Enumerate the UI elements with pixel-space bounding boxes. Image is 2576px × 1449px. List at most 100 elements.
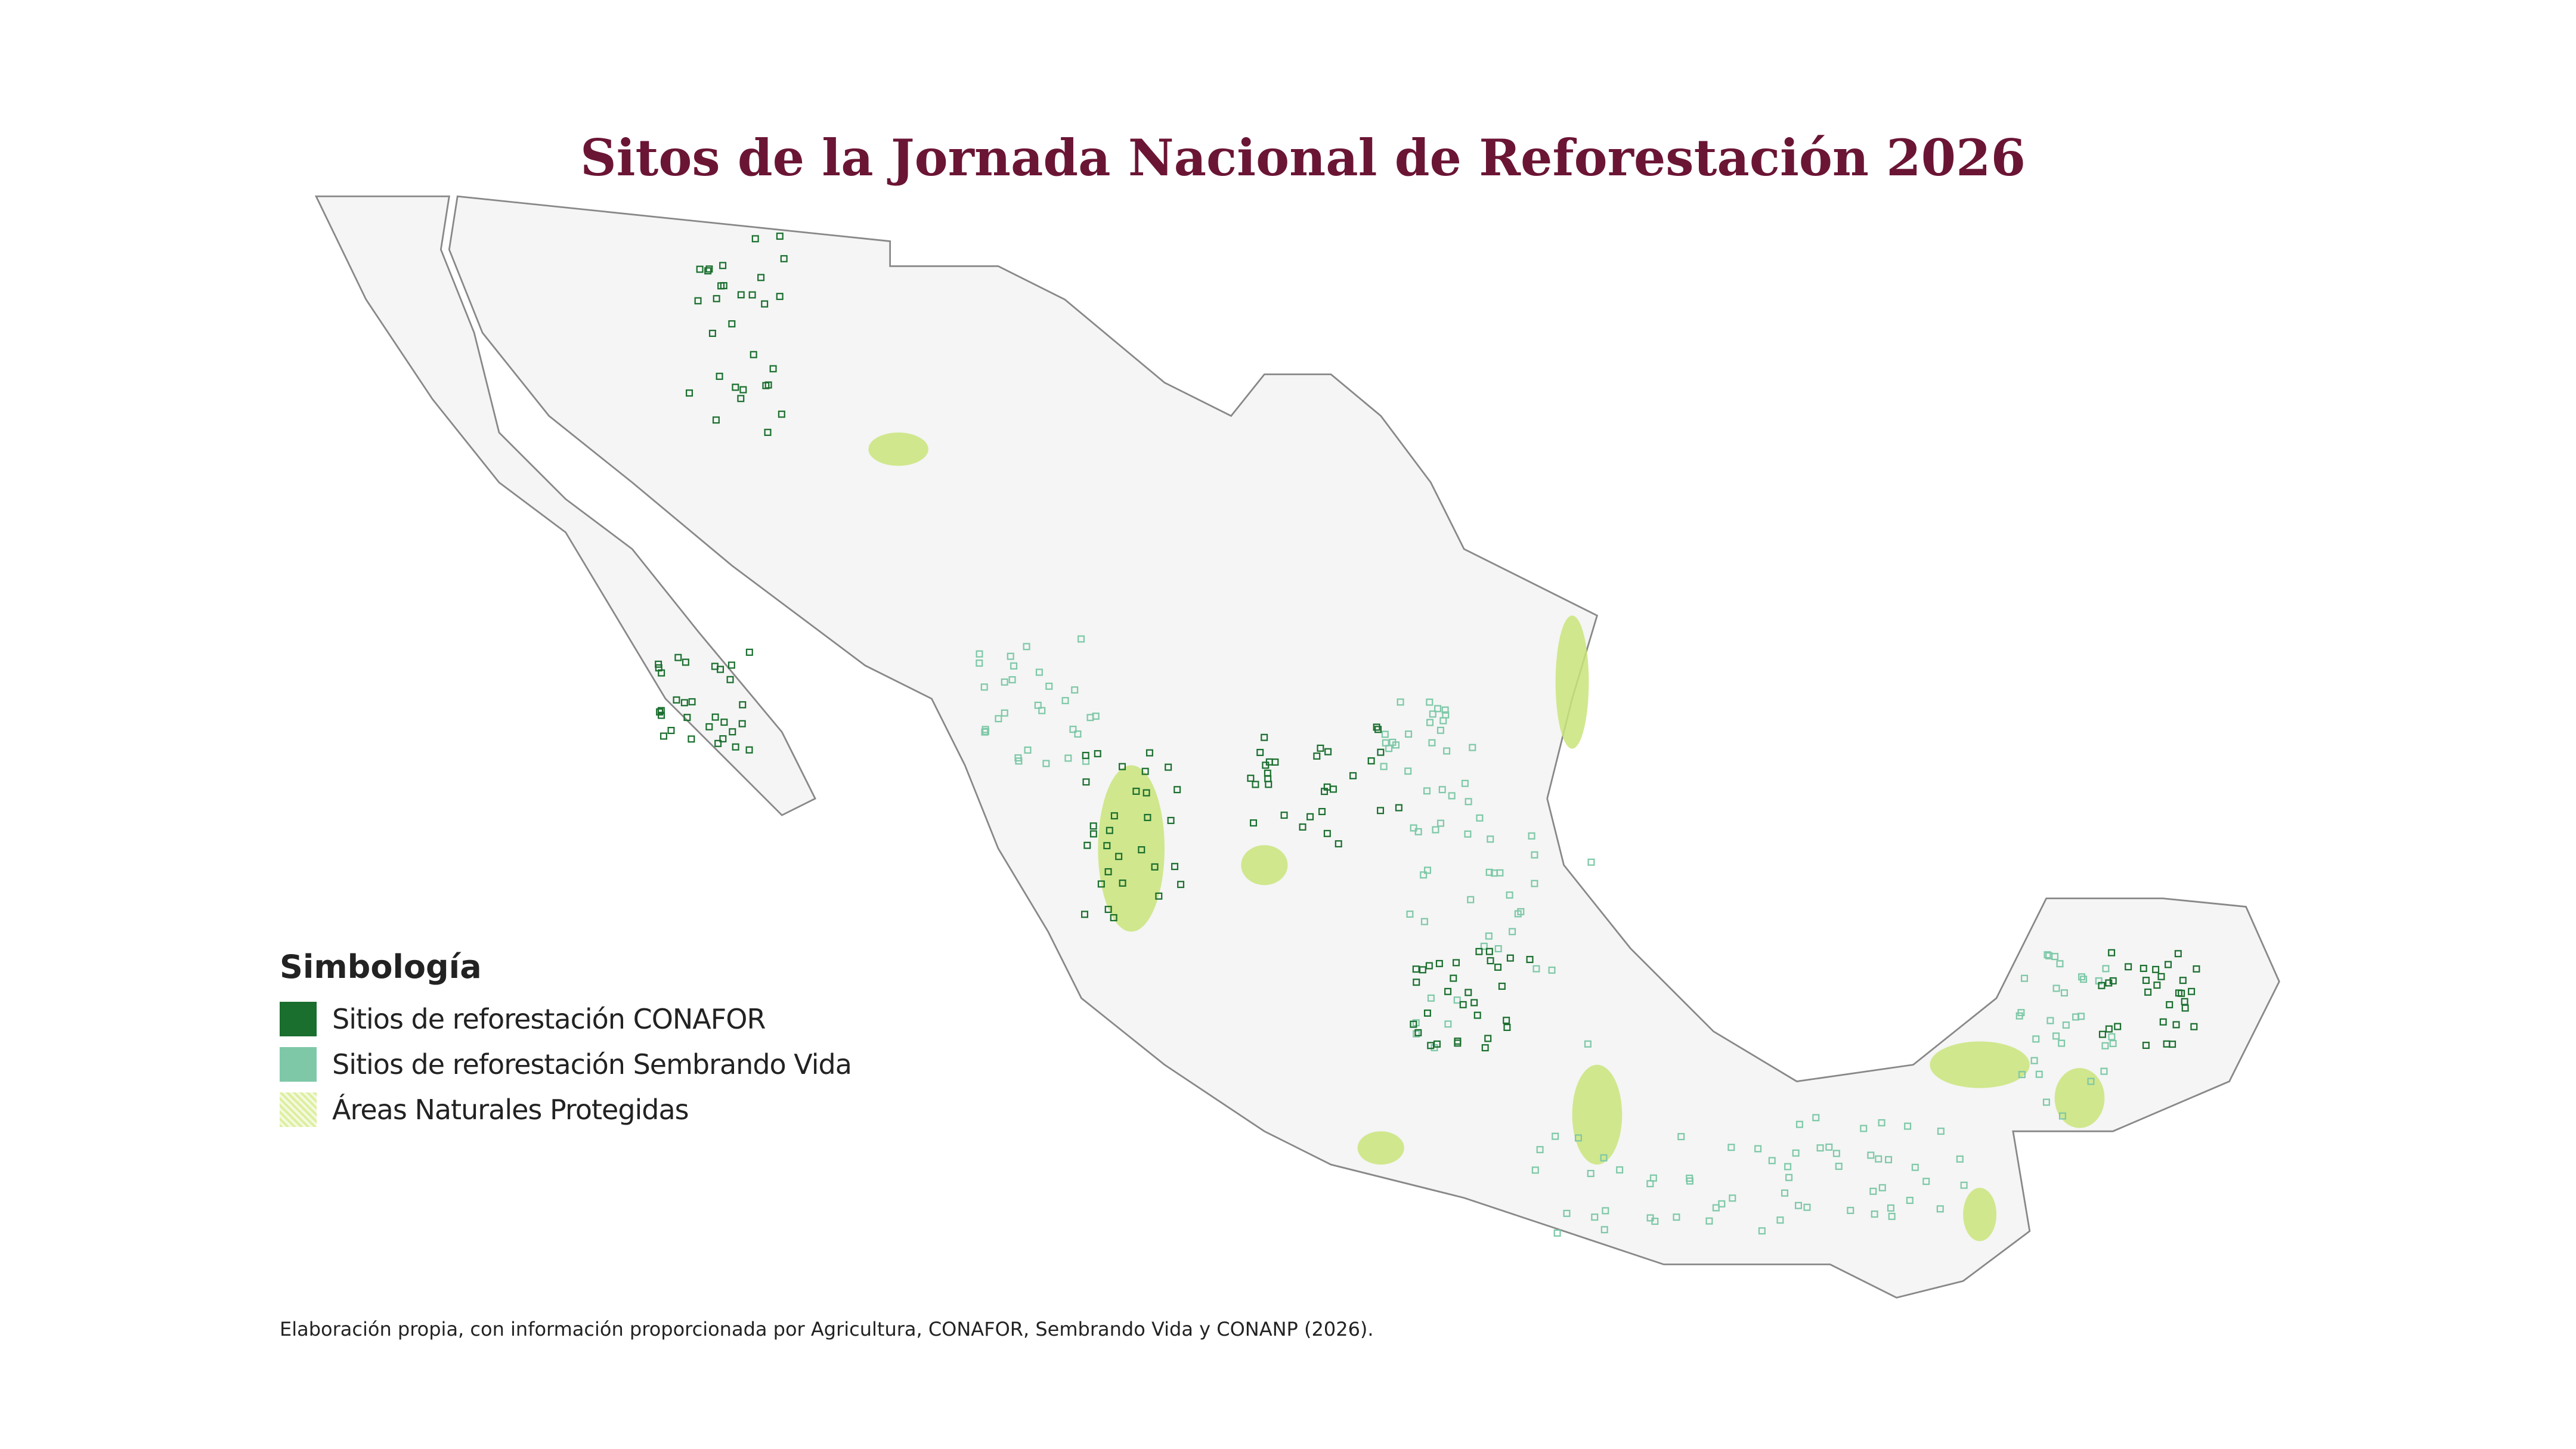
- site-marker: [2142, 977, 2150, 984]
- site-marker: [660, 732, 667, 740]
- site-marker: [1433, 1040, 1441, 1048]
- site-marker: [1165, 763, 1172, 771]
- site-marker: [2172, 1021, 2180, 1029]
- site-marker: [705, 265, 713, 273]
- site-marker: [2056, 960, 2064, 968]
- site-marker: [2179, 977, 2187, 984]
- site-marker: [737, 291, 745, 299]
- legend-swatch: [280, 1002, 317, 1036]
- site-marker: [1001, 709, 1008, 717]
- title: Sitos de la Jornada Nacional de Reforest…: [580, 128, 2026, 187]
- site-marker: [1503, 1023, 1511, 1031]
- site-marker: [2109, 1040, 2117, 1048]
- site-marker: [667, 727, 675, 735]
- site-marker: [745, 746, 753, 754]
- site-marker: [1906, 1197, 1914, 1205]
- site-marker: [738, 720, 746, 727]
- site-marker: [1444, 1020, 1452, 1028]
- site-marker: [2102, 965, 2110, 973]
- site-marker: [1453, 959, 1460, 967]
- site-marker: [1264, 775, 1272, 782]
- site-marker: [727, 661, 735, 669]
- site-marker: [1485, 932, 1493, 940]
- site-marker: [1132, 787, 1140, 795]
- site-marker: [1686, 1177, 1693, 1185]
- site-marker: [1465, 798, 1472, 806]
- site-marker: [1426, 719, 1434, 726]
- site-marker: [2181, 998, 2188, 1005]
- site-marker: [1252, 781, 1259, 788]
- site-marker: [1438, 786, 1446, 794]
- site-marker: [1911, 1163, 1919, 1171]
- site-marker: [713, 295, 720, 302]
- site-marker: [1306, 813, 1314, 821]
- site-marker: [751, 235, 759, 243]
- site-marker: [1531, 851, 1538, 859]
- site-marker: [657, 707, 665, 714]
- site-marker: [1888, 1212, 1896, 1220]
- site-marker: [1024, 746, 1032, 754]
- site-marker: [1429, 710, 1436, 718]
- site-marker: [1426, 698, 1433, 706]
- site-marker: [2030, 1057, 2038, 1064]
- site-marker: [1937, 1128, 1945, 1135]
- site-marker: [2105, 979, 2113, 987]
- site-marker: [1867, 1151, 1875, 1159]
- site-marker: [1317, 744, 1324, 752]
- site-marker: [2015, 1012, 2023, 1020]
- site-marker: [1727, 1144, 1735, 1151]
- site-marker: [1552, 1132, 1559, 1140]
- site-marker: [1424, 866, 1432, 874]
- site-marker: [780, 255, 788, 262]
- site-marker: [748, 291, 756, 299]
- site-marker: [1061, 696, 1069, 704]
- site-marker: [1960, 1181, 1968, 1189]
- site-marker: [1104, 906, 1112, 914]
- site-marker: [1461, 779, 1469, 787]
- site-marker: [655, 660, 662, 668]
- site-marker: [1531, 1166, 1539, 1174]
- site-marker: [1673, 1213, 1680, 1221]
- site-marker: [1367, 757, 1375, 764]
- site-marker: [1313, 752, 1321, 760]
- site-marker: [764, 429, 772, 436]
- site-marker: [1434, 705, 1442, 713]
- site-marker: [716, 373, 723, 380]
- site-marker: [739, 386, 747, 394]
- site-marker: [1008, 676, 1016, 683]
- legend-item: Sitios de reforestación Sembrando Vida: [280, 1042, 852, 1087]
- site-marker: [688, 698, 696, 705]
- site-marker: [1878, 1184, 1886, 1191]
- site-marker: [1435, 959, 1443, 967]
- site-marker: [1280, 812, 1288, 819]
- site-marker: [1467, 896, 1475, 903]
- site-marker: [1155, 892, 1163, 900]
- site-marker: [683, 714, 691, 722]
- site-marker: [1509, 928, 1516, 936]
- site-marker: [1038, 707, 1046, 714]
- site-marker: [2052, 1032, 2060, 1040]
- site-marker: [2021, 974, 2029, 982]
- source-note: Elaboración propia, con información prop…: [280, 1318, 1374, 1340]
- site-marker: [1151, 863, 1159, 871]
- site-marker: [1494, 945, 1502, 953]
- site-marker: [2108, 1033, 2116, 1041]
- site-marker: [1414, 828, 1422, 835]
- site-marker: [1469, 744, 1476, 751]
- site-marker: [1420, 918, 1428, 925]
- site-marker: [2098, 1030, 2106, 1038]
- site-marker: [1410, 1020, 1417, 1028]
- site-marker: [1397, 698, 1404, 706]
- site-marker: [1465, 989, 1472, 996]
- legend-swatch: [280, 1092, 317, 1127]
- site-marker: [2142, 1042, 2150, 1049]
- site-marker: [1616, 1166, 1624, 1174]
- site-marker: [1427, 994, 1435, 1002]
- site-marker: [1083, 841, 1091, 849]
- site-marker: [1078, 635, 1085, 643]
- site-marker: [1481, 1044, 1489, 1052]
- site-marker: [658, 711, 665, 719]
- site-marker: [1324, 748, 1332, 756]
- site-marker: [1374, 726, 1382, 733]
- site-marker: [658, 669, 665, 677]
